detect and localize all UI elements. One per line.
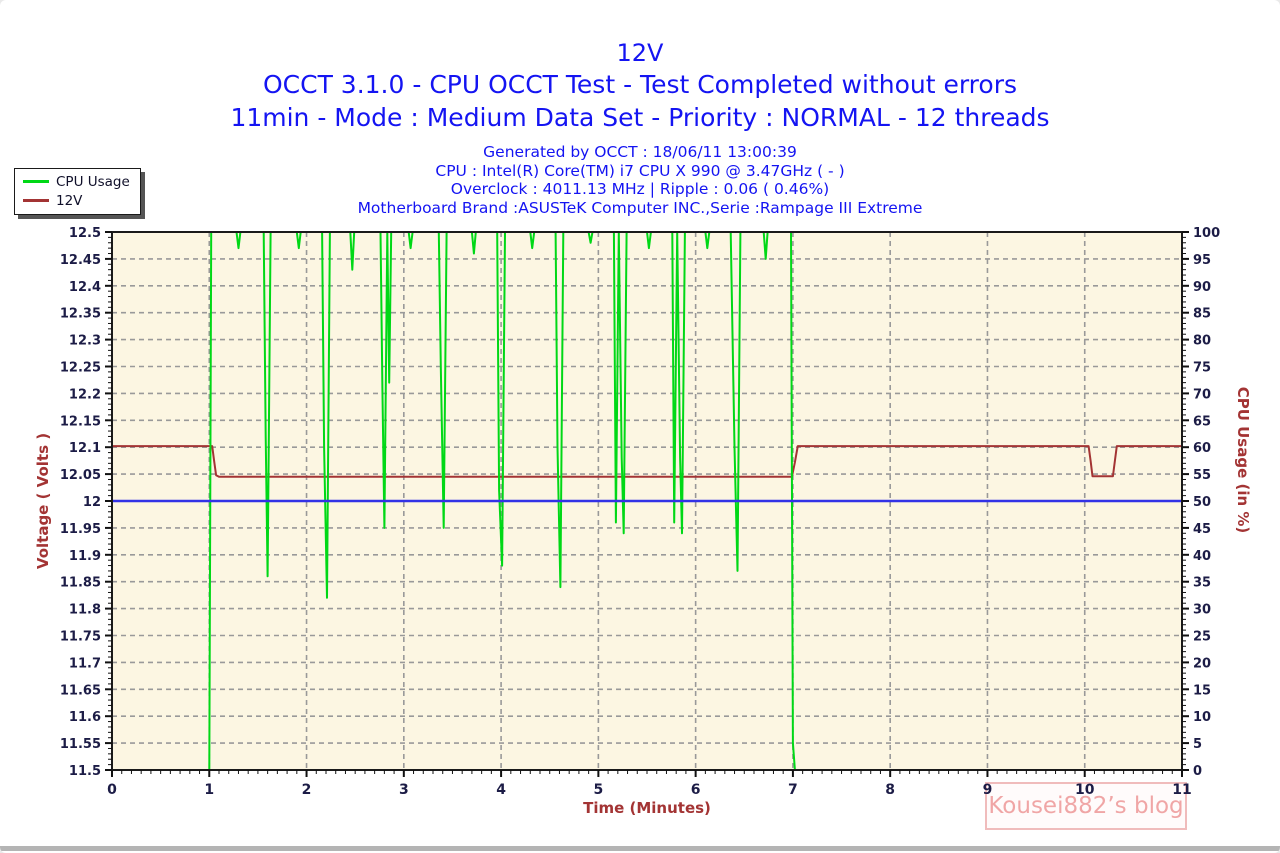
svg-text:7: 7 [788,782,798,798]
svg-text:Voltage ( Volts ): Voltage ( Volts ) [34,433,52,569]
svg-text:11.7: 11.7 [69,656,101,671]
chart-title: 12V [616,39,664,67]
svg-text:12.45: 12.45 [60,253,101,268]
svg-text:85: 85 [1193,307,1211,322]
svg-text:60: 60 [1193,441,1211,456]
svg-text:55: 55 [1193,468,1211,483]
svg-text:65: 65 [1193,414,1211,429]
svg-text:11.65: 11.65 [60,683,101,698]
svg-text:CPU Usage (in %): CPU Usage (in %) [1234,387,1252,534]
svg-text:11.55: 11.55 [60,737,101,752]
chart-legend: CPU Usage 12V [14,168,141,215]
twelve-volt-line-swatch [23,199,49,202]
svg-text:15: 15 [1193,683,1211,698]
chart-header: 12V OCCT 3.1.0 - CPU OCCT Test - Test Co… [0,38,1280,217]
generated-timestamp: Generated by OCCT : 18/06/11 13:00:39 [483,143,797,161]
svg-text:11.6: 11.6 [69,710,101,725]
svg-text:95: 95 [1193,253,1211,268]
svg-text:0: 0 [107,782,117,798]
svg-text:11.85: 11.85 [60,576,101,591]
svg-text:5: 5 [1193,737,1202,752]
svg-text:9: 9 [983,782,993,798]
legend-label-cpu-usage: CPU Usage [56,173,130,190]
svg-text:80: 80 [1193,334,1211,349]
legend-item-12v: 12V [23,191,130,210]
svg-text:25: 25 [1193,630,1211,645]
svg-text:40: 40 [1193,549,1211,564]
svg-text:50: 50 [1193,495,1211,510]
svg-text:0: 0 [1193,764,1202,779]
cpu-info: CPU : Intel(R) Core(TM) i7 CPU X 990 @ 3… [435,161,845,180]
svg-text:1: 1 [204,782,214,798]
svg-text:11.9: 11.9 [69,549,101,564]
svg-text:2: 2 [302,782,312,798]
svg-text:12: 12 [83,495,101,510]
svg-text:11.5: 11.5 [69,764,101,779]
svg-text:12.3: 12.3 [69,334,101,349]
svg-text:6: 6 [691,782,701,798]
svg-text:11: 11 [1172,782,1191,798]
svg-text:75: 75 [1193,361,1211,376]
svg-text:8: 8 [885,782,895,798]
svg-text:45: 45 [1193,522,1211,537]
system-info-block: Generated by OCCT : 18/06/11 13:00:39 CP… [0,143,1280,217]
legend-label-12v: 12V [56,192,83,209]
svg-text:12.1: 12.1 [69,441,101,456]
svg-text:12.35: 12.35 [60,307,101,322]
svg-text:70: 70 [1193,387,1211,402]
svg-text:11.8: 11.8 [69,603,101,618]
svg-text:11.95: 11.95 [60,522,101,537]
svg-text:12.05: 12.05 [60,468,101,483]
svg-text:10: 10 [1193,710,1211,725]
svg-text:90: 90 [1193,280,1211,295]
svg-text:12.25: 12.25 [60,361,101,376]
cpu-usage-line-swatch [23,180,49,183]
svg-text:30: 30 [1193,603,1211,618]
test-result-subtitle: OCCT 3.1.0 - CPU OCCT Test - Test Comple… [262,70,1018,99]
overclock-ripple-info: Overclock : 4011.13 MHz | Ripple : 0.06 … [450,180,830,198]
legend-item-cpu-usage: CPU Usage [23,172,130,191]
svg-text:12.2: 12.2 [69,387,101,402]
svg-text:12.5: 12.5 [69,226,101,241]
svg-text:Time (Minutes): Time (Minutes) [583,799,711,817]
svg-text:20: 20 [1193,656,1211,671]
svg-text:5: 5 [593,782,603,798]
svg-text:4: 4 [496,782,506,798]
svg-text:11.75: 11.75 [60,630,101,645]
svg-text:100: 100 [1193,226,1220,241]
svg-text:35: 35 [1193,576,1211,591]
test-settings-subtitle: 11min - Mode : Medium Data Set - Priorit… [230,103,1050,132]
window-bottom-edge [0,846,1280,851]
motherboard-info: Motherboard Brand :ASUSTeK Computer INC.… [357,198,923,217]
svg-text:3: 3 [399,782,409,798]
svg-text:12.15: 12.15 [60,414,101,429]
blog-watermark: Kousei882’s blog [985,782,1187,830]
svg-text:10: 10 [1075,782,1095,798]
svg-text:12.4: 12.4 [69,280,101,295]
